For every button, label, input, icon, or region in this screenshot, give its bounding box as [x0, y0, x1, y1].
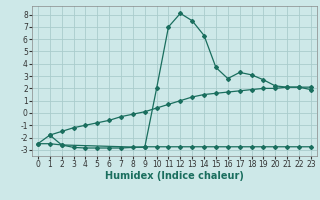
- X-axis label: Humidex (Indice chaleur): Humidex (Indice chaleur): [105, 171, 244, 181]
